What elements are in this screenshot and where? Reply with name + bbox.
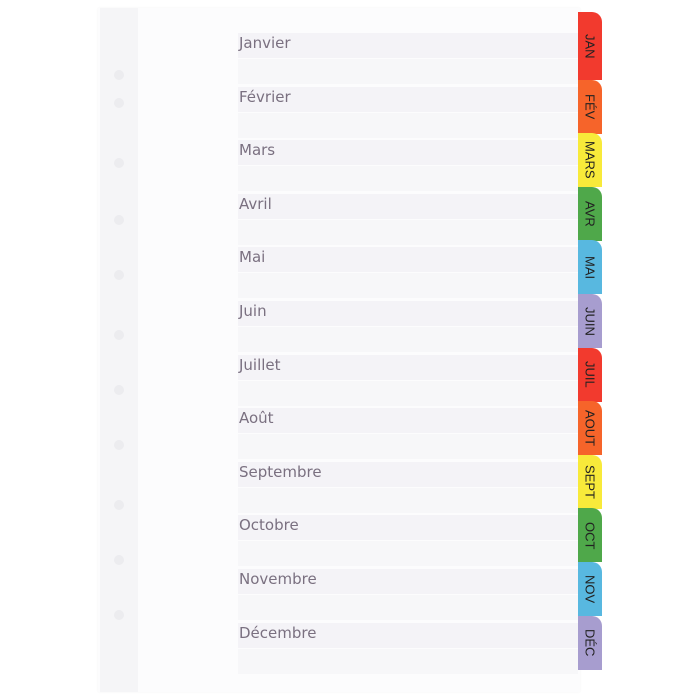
tab-label: AVR bbox=[582, 200, 598, 227]
month-row: Janvier bbox=[238, 33, 578, 84]
tab-label: AOUT bbox=[582, 410, 598, 447]
write-line bbox=[238, 569, 578, 594]
punch-hole-icon bbox=[114, 215, 124, 225]
write-line bbox=[238, 622, 578, 648]
tab-label: FÉV bbox=[582, 93, 598, 120]
tab-label: OCT bbox=[582, 521, 598, 550]
write-line bbox=[238, 408, 578, 434]
month-tab[interactable]: AVR bbox=[578, 186, 602, 241]
write-line bbox=[238, 515, 578, 541]
punch-hole-icon bbox=[114, 610, 124, 620]
tab-label: JUIN bbox=[582, 306, 598, 336]
month-label: Juin bbox=[239, 302, 267, 320]
write-line bbox=[238, 166, 578, 192]
month-row: Mars bbox=[238, 140, 578, 192]
write-line bbox=[238, 112, 578, 138]
write-line bbox=[238, 301, 578, 326]
tab-label: MAI bbox=[582, 255, 598, 279]
month-label: Mai bbox=[239, 248, 266, 267]
month-row: Octobre bbox=[238, 515, 578, 567]
month-row: Juin bbox=[238, 301, 578, 352]
punched-margin bbox=[100, 8, 138, 692]
month-tab[interactable]: OCT bbox=[578, 508, 602, 563]
write-line bbox=[238, 193, 578, 219]
month-label: Mars bbox=[239, 141, 276, 160]
punch-hole-icon bbox=[114, 330, 124, 340]
month-tab[interactable]: NOV bbox=[578, 562, 602, 616]
write-line bbox=[238, 380, 578, 406]
month-row: Novembre bbox=[238, 569, 578, 620]
month-row: Juillet bbox=[238, 354, 578, 406]
month-label: Septembre bbox=[239, 462, 322, 481]
write-line bbox=[238, 648, 578, 674]
write-line bbox=[238, 487, 578, 513]
write-line bbox=[238, 461, 578, 487]
write-line bbox=[238, 273, 578, 299]
month-row: Février bbox=[238, 86, 578, 138]
month-tab[interactable]: AOUT bbox=[578, 401, 602, 456]
month-label: Janvier bbox=[239, 34, 291, 52]
write-line bbox=[238, 595, 578, 620]
tab-label: SEPT bbox=[582, 464, 598, 499]
month-label: Août bbox=[239, 409, 274, 428]
month-label: Novembre bbox=[239, 570, 317, 588]
tab-label: DÉC bbox=[582, 628, 598, 657]
punch-hole-icon bbox=[114, 500, 124, 510]
write-line bbox=[238, 33, 578, 58]
tab-label: MARS bbox=[582, 141, 598, 179]
month-label: Avril bbox=[239, 194, 272, 213]
punch-hole-icon bbox=[114, 158, 124, 168]
month-label: Octobre bbox=[239, 516, 299, 535]
punch-hole-icon bbox=[114, 440, 124, 450]
month-tab[interactable]: JUIL bbox=[578, 347, 602, 402]
month-label: Février bbox=[239, 87, 291, 106]
punch-hole-icon bbox=[114, 70, 124, 80]
write-line bbox=[238, 86, 578, 112]
write-line bbox=[238, 434, 578, 460]
month-row: Avril bbox=[238, 193, 578, 245]
month-row: Août bbox=[238, 408, 578, 460]
month-tab[interactable]: DÉC bbox=[578, 615, 602, 670]
write-line bbox=[238, 247, 578, 273]
month-tab[interactable]: MAI bbox=[578, 240, 602, 295]
tab-label: JAN bbox=[582, 33, 598, 59]
month-tab[interactable]: SEPT bbox=[578, 454, 602, 509]
month-row: Septembre bbox=[238, 461, 578, 513]
write-line bbox=[238, 140, 578, 166]
write-line bbox=[238, 541, 578, 567]
punch-hole-icon bbox=[114, 98, 124, 108]
month-row: Mai bbox=[238, 247, 578, 299]
punch-hole-icon bbox=[114, 555, 124, 565]
month-label: Juillet bbox=[239, 355, 281, 374]
month-tab[interactable]: FÉV bbox=[578, 79, 602, 134]
month-row: Décembre bbox=[238, 622, 578, 674]
month-tab[interactable]: JUIN bbox=[578, 294, 602, 348]
write-line bbox=[238, 219, 578, 245]
month-label: Décembre bbox=[239, 623, 317, 642]
month-tab[interactable]: MARS bbox=[578, 133, 602, 188]
month-tab[interactable]: JAN bbox=[578, 12, 602, 80]
write-line bbox=[238, 59, 578, 84]
punch-hole-icon bbox=[114, 270, 124, 280]
tab-label: JUIL bbox=[582, 361, 598, 388]
punch-hole-icon bbox=[114, 385, 124, 395]
tab-label: NOV bbox=[582, 574, 598, 604]
write-line bbox=[238, 327, 578, 352]
write-line bbox=[238, 354, 578, 380]
